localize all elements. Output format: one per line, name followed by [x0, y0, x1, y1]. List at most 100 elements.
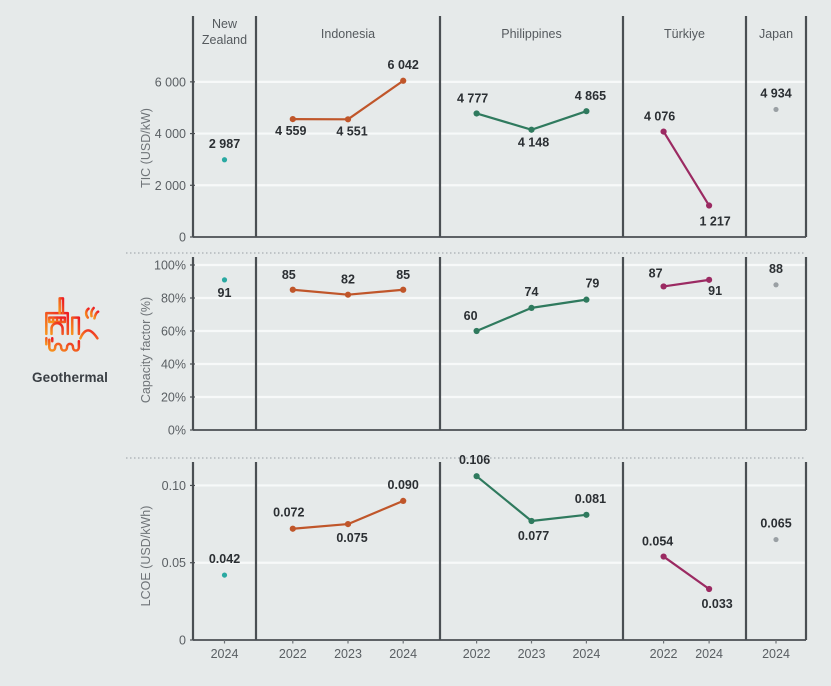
data-point-label: 4 551	[336, 124, 367, 138]
data-point-label: 1 217	[699, 215, 730, 229]
data-point-label: 0.106	[459, 453, 490, 467]
data-point-label: 0.090	[388, 478, 419, 492]
series-indonesia: 4 559 4 551 6 042	[275, 58, 419, 139]
data-point[interactable]	[289, 525, 296, 532]
x-tick-label: 2024	[762, 647, 790, 661]
y-tick-label: 0%	[168, 424, 186, 438]
data-point-label: 0.065	[760, 517, 791, 531]
data-point[interactable]	[660, 283, 667, 290]
x-tick-label: 2023	[334, 647, 362, 661]
data-point[interactable]	[660, 553, 667, 560]
series-türkiye: 87 91	[649, 266, 722, 297]
data-point-label: 0.081	[575, 492, 606, 506]
data-point-label: 6 042	[388, 58, 419, 72]
data-point-label: 0.033	[701, 597, 732, 611]
chart-row-capacity-factor: 0%20%40%60%80%100%Capacity factor (%)918…	[126, 252, 808, 438]
data-point-label: 74	[525, 285, 539, 299]
data-point-label: 2 987	[209, 137, 240, 151]
y-tick-label: 20%	[161, 391, 186, 405]
y-tick-label: 100%	[154, 259, 186, 273]
data-point[interactable]	[289, 286, 296, 293]
series-türkiye: 4 076 1 217	[644, 110, 731, 229]
panel-titles: New Zealand Indonesia Philippines Türkiye Jap…	[202, 17, 793, 47]
y-axis-title: TIC (USD/kW)	[139, 108, 153, 188]
series-line	[662, 130, 711, 207]
data-point[interactable]	[221, 572, 228, 578]
series-philippines: 60 74 79	[464, 277, 599, 335]
y-tick-label: 4 000	[155, 127, 186, 141]
data-point-label: 4 559	[275, 124, 306, 138]
data-point[interactable]	[221, 277, 228, 283]
y-tick-label: 0.10	[162, 479, 186, 493]
series-türkiye: 0.054 0.033	[642, 535, 733, 611]
x-tick-label: 2022	[650, 647, 678, 661]
panel-title: Indonesia	[321, 27, 375, 41]
series-line	[662, 555, 711, 591]
data-point[interactable]	[773, 536, 779, 543]
data-point[interactable]	[473, 473, 480, 480]
plot-background	[193, 470, 806, 640]
x-tick-label: 2024	[211, 647, 239, 661]
plot-background	[193, 56, 806, 237]
y-tick-label: 0	[179, 231, 186, 245]
data-point[interactable]	[583, 108, 590, 115]
data-point[interactable]	[528, 126, 535, 133]
data-point[interactable]	[344, 116, 352, 123]
data-point-label: 4 934	[760, 86, 791, 100]
data-point[interactable]	[660, 128, 667, 135]
panel-title: Türkiye	[664, 27, 705, 41]
data-point-label: 85	[396, 268, 410, 282]
data-point-label: 0.072	[273, 506, 304, 520]
series-indonesia: 85 82 85	[282, 268, 410, 298]
data-point[interactable]	[289, 116, 296, 123]
data-point[interactable]	[528, 517, 535, 525]
series-japan: 88	[769, 262, 783, 288]
data-point[interactable]	[400, 497, 407, 505]
data-point[interactable]	[706, 202, 713, 209]
data-point-label: 4 777	[457, 91, 488, 105]
data-point[interactable]	[583, 296, 590, 303]
data-point-label: 87	[649, 266, 663, 280]
series-philippines: 4 777 4 148 4 865	[457, 89, 606, 150]
geothermal-power-plant-icon	[45, 297, 100, 352]
data-point[interactable]	[773, 282, 779, 288]
panel-title: Japan	[759, 27, 793, 41]
data-point[interactable]	[583, 511, 590, 518]
data-point[interactable]	[400, 286, 407, 293]
data-point-label: 85	[282, 268, 296, 282]
data-point-label: 91	[708, 284, 722, 298]
data-point-label: 88	[769, 262, 783, 276]
data-point-label: 0.077	[518, 529, 549, 543]
data-point[interactable]	[344, 291, 352, 298]
data-point[interactable]	[221, 157, 228, 163]
x-tick-label: 2024	[572, 647, 600, 661]
series-new-zealand: 0.042	[209, 552, 240, 578]
x-tick-label: 2022	[463, 647, 491, 661]
x-tick-label: 2023	[518, 647, 546, 661]
y-tick-label: 80%	[161, 292, 186, 306]
data-point[interactable]	[344, 520, 352, 528]
plot-background	[193, 265, 806, 430]
data-point-label: 60	[464, 309, 478, 323]
data-point[interactable]	[706, 276, 713, 283]
data-point[interactable]	[400, 77, 407, 84]
technology-label: Geothermal	[31, 370, 109, 385]
data-point[interactable]	[528, 304, 535, 311]
data-point-label: 0.054	[642, 535, 673, 549]
data-point[interactable]	[473, 327, 480, 335]
series-philippines: 0.106 0.077 0.081	[459, 453, 606, 543]
panel-title: Philippines	[501, 27, 561, 41]
technology-block: Geothermal	[14, 288, 126, 385]
panel-title: Zealand	[202, 33, 247, 47]
data-point-label: 0.042	[209, 552, 240, 566]
series-japan: 4 934	[760, 86, 792, 113]
data-point[interactable]	[473, 110, 480, 117]
x-tick-label: 2022	[279, 647, 307, 661]
data-point-label: 79	[585, 277, 599, 291]
series-line	[662, 278, 711, 288]
data-point[interactable]	[706, 585, 713, 593]
data-point[interactable]	[773, 106, 779, 113]
